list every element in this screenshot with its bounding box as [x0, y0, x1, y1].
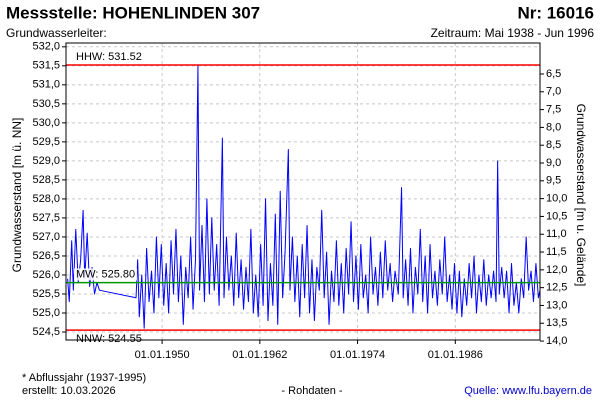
x-tick-label: 01.01.1962: [232, 349, 287, 361]
created-date: erstellt: 10.03.2026: [22, 385, 116, 397]
y2-axis-label: Grundwasserstand [m u. Gelände]: [574, 104, 588, 287]
source-link[interactable]: Quelle: www.lfu.bayern.de: [464, 385, 592, 397]
x-tick-label: 01.01.1950: [135, 349, 190, 361]
x-tick-label: 01.01.1974: [330, 349, 385, 361]
y2-tick-label: 7,5: [546, 103, 561, 115]
y-tick-label: 531,5: [32, 60, 60, 72]
footnote: * Abflussjahr (1937-1995): [22, 372, 146, 384]
y-tick-label: 530,5: [32, 98, 60, 110]
y-tick-label: 530,0: [32, 117, 60, 129]
y2-tick-label: 8,5: [546, 139, 561, 151]
y2-tick-label: 12,5: [546, 282, 567, 294]
y2-tick-label: 10,0: [546, 193, 567, 205]
y2-tick-label: 12,0: [546, 264, 567, 276]
y-tick-label: 529,5: [32, 136, 60, 148]
y2-tick-label: 9,0: [546, 157, 561, 169]
y-tick-label: 528,5: [32, 174, 60, 186]
y2-tick-label: 9,5: [546, 175, 561, 187]
label-background: [74, 268, 138, 281]
data-kind: - Rohdaten -: [281, 385, 342, 397]
y2-tick-label: 11,0: [546, 228, 567, 240]
y-tick-label: 525,5: [32, 288, 60, 300]
data-line: [67, 65, 541, 329]
reference-label: MW: 525.80: [76, 268, 135, 280]
y-axis-label: Grundwasserstand [m ü. NN]: [10, 118, 24, 273]
subtitle: Grundwasserleiter:: [6, 26, 107, 40]
y-tick-label: 528,0: [32, 193, 60, 205]
chart-title: Messstelle: HOHENLINDEN 307: [6, 3, 260, 22]
y2-tick-label: 14,0: [546, 335, 567, 347]
x-tick-label: 01.01.1986: [428, 349, 483, 361]
y2-tick-label: 6,5: [546, 68, 561, 80]
station-number: Nr: 16016: [517, 3, 594, 22]
y-tick-label: 524,5: [32, 326, 60, 338]
y2-tick-label: 8,0: [546, 121, 561, 133]
plot-frame: [65, 42, 541, 341]
y-tick-label: 526,5: [32, 250, 60, 262]
y2-tick-label: 11,5: [546, 246, 567, 258]
y-tick-label: 532,0: [32, 41, 60, 53]
reference-label: HHW: 531.52: [76, 51, 142, 63]
y2-tick-label: 13,0: [546, 299, 567, 311]
y-tick-label: 527,5: [32, 212, 60, 224]
reference-label: NNW: 524.55: [76, 333, 142, 345]
y2-tick-label: 7,0: [546, 86, 561, 98]
y-tick-label: 525,0: [32, 307, 60, 319]
y2-tick-label: 13,5: [546, 317, 567, 329]
y-tick-label: 529,0: [32, 155, 60, 167]
y-tick-label: 531,0: [32, 79, 60, 91]
period: Zeitraum: Mai 1938 - Jun 1996: [431, 26, 595, 40]
y2-tick-label: 10,5: [546, 210, 567, 222]
y-tick-label: 526,0: [32, 269, 60, 281]
y-tick-label: 527,0: [32, 231, 60, 243]
